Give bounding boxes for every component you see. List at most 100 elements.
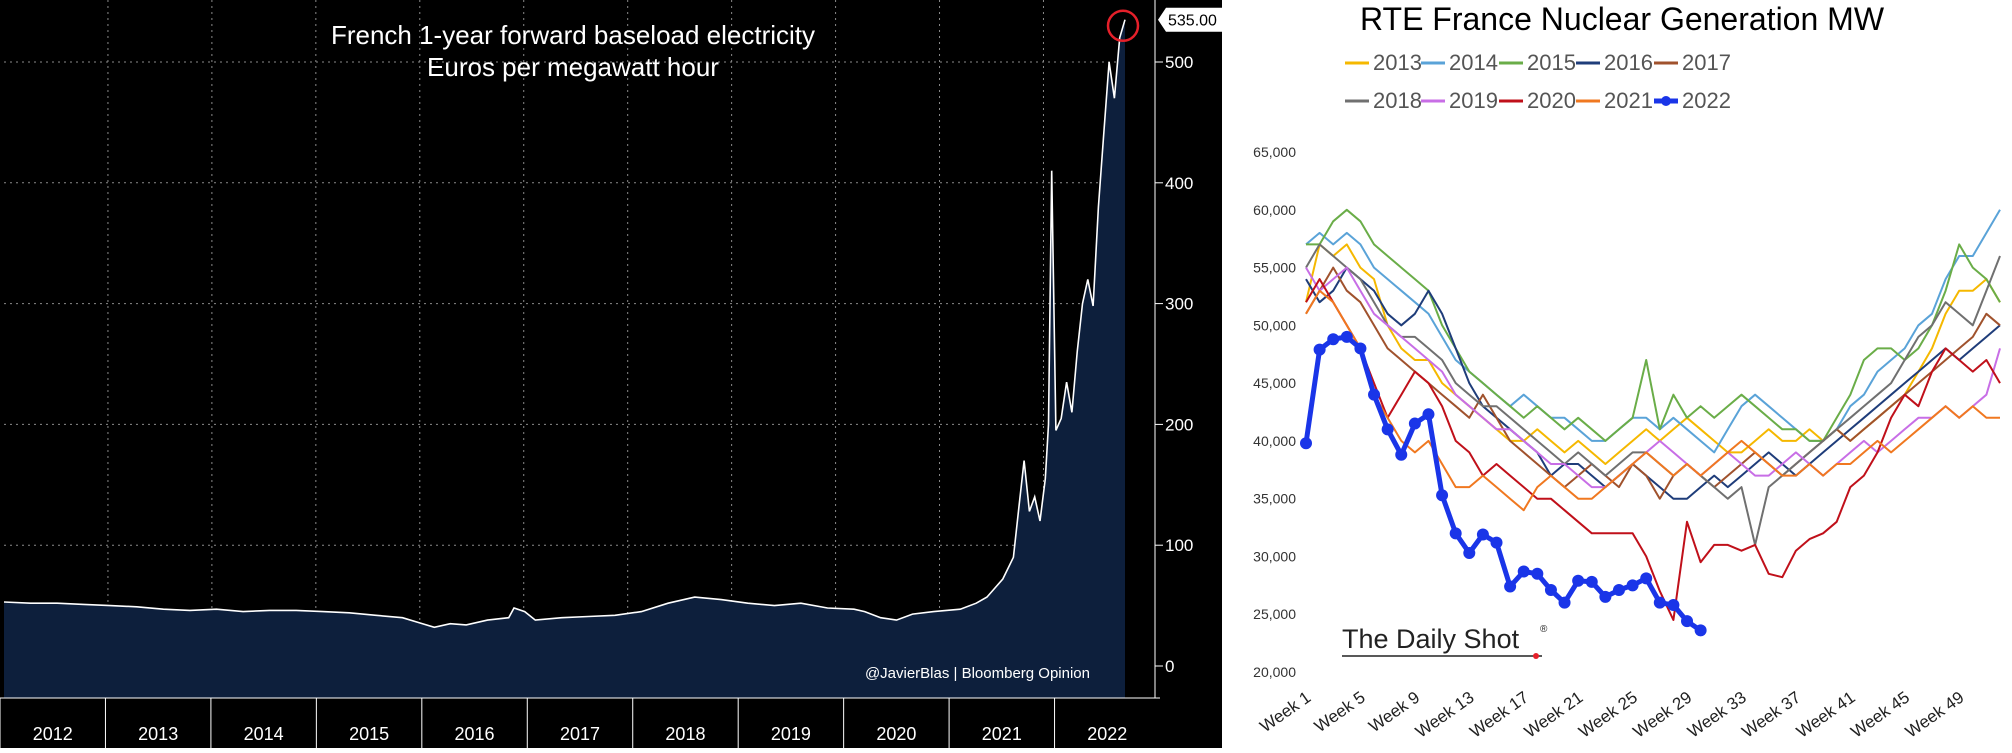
registered-mark: ® bbox=[1540, 624, 1548, 635]
x-tick-label: Week 41 bbox=[1793, 688, 1859, 742]
data-point-2022 bbox=[1694, 624, 1707, 637]
y-tick-label: 50,000 bbox=[1253, 317, 1296, 333]
data-point-2022 bbox=[1300, 437, 1312, 450]
price-area bbox=[4, 19, 1125, 698]
x-tick-label: 2017 bbox=[560, 724, 600, 744]
watermark: The Daily Shot bbox=[1342, 624, 1520, 654]
x-tick-label: 2012 bbox=[33, 724, 73, 744]
data-point-2022 bbox=[1463, 546, 1476, 559]
data-point-2022 bbox=[1585, 575, 1598, 588]
x-tick-label: 2021 bbox=[982, 724, 1022, 744]
y-tick-label: 60,000 bbox=[1253, 202, 1296, 218]
chart-title: RTE France Nuclear Generation MW bbox=[1360, 1, 1885, 37]
x-tick-label: 2019 bbox=[771, 724, 811, 744]
y-tick-label: 400 bbox=[1165, 174, 1193, 193]
legend-label: 2015 bbox=[1527, 50, 1576, 75]
data-point-2022 bbox=[1354, 342, 1367, 355]
y-tick-label: 65,000 bbox=[1253, 144, 1296, 160]
x-tick-label: Week 33 bbox=[1684, 688, 1750, 742]
legend-marker bbox=[1661, 96, 1671, 106]
right-chart-panel: RTE France Nuclear Generation MW 2013 2014… bbox=[1222, 0, 2012, 748]
legend-label: 2016 bbox=[1604, 50, 1653, 75]
x-tick-label: Week 25 bbox=[1575, 688, 1641, 742]
data-point-2022 bbox=[1517, 565, 1530, 578]
chart-title: French 1-year forward baseload electrici… bbox=[331, 20, 815, 50]
x-tick-label: 2014 bbox=[244, 724, 284, 744]
x-tick-label: Week 45 bbox=[1847, 688, 1913, 742]
price-line bbox=[3, 19, 1126, 629]
y-tick-label: 0 bbox=[1165, 657, 1174, 676]
y-tick-label: 20,000 bbox=[1253, 664, 1296, 680]
x-tick-label: 2022 bbox=[1087, 724, 1127, 744]
data-point-2022 bbox=[1436, 489, 1449, 502]
data-point-2022 bbox=[1327, 333, 1340, 346]
y-tick-label: 35,000 bbox=[1253, 491, 1296, 507]
x-tick-label: Week 13 bbox=[1412, 688, 1478, 742]
x-tick-label: 2018 bbox=[665, 724, 705, 744]
y-tick-label: 500 bbox=[1165, 53, 1193, 72]
data-point-2022 bbox=[1381, 423, 1394, 436]
legend-label: 2017 bbox=[1682, 50, 1731, 75]
y-tick-label: 40,000 bbox=[1253, 433, 1296, 449]
last-value-label: 535.00 bbox=[1168, 13, 1217, 30]
data-point-2022 bbox=[1599, 590, 1612, 603]
data-point-2022 bbox=[1408, 417, 1421, 430]
watermark-dot bbox=[1533, 653, 1539, 659]
highlight-circle bbox=[1106, 9, 1140, 42]
data-point-2022 bbox=[1395, 448, 1408, 461]
data-point-2022 bbox=[1490, 536, 1503, 549]
legend-label: 2013 bbox=[1373, 50, 1422, 75]
electricity-price-chart: 0 100 200 300 400 500 535.00 French 1-year forw… bbox=[0, 0, 1222, 748]
data-point-2022 bbox=[1422, 408, 1435, 421]
y-tick-label: 55,000 bbox=[1253, 260, 1296, 276]
data-point-2022 bbox=[1531, 567, 1544, 580]
data-point-2022 bbox=[1612, 583, 1625, 596]
nuclear-generation-chart: RTE France Nuclear Generation MW 2013 2014… bbox=[1253, 1, 2001, 742]
plot-area bbox=[4, 0, 1125, 698]
data-point-2022 bbox=[1449, 527, 1462, 540]
data-point-2022 bbox=[1544, 583, 1557, 596]
chart-subtitle: Euros per megawatt hour bbox=[427, 52, 719, 82]
series-line-2021 bbox=[1305, 289, 2000, 512]
data-point-2022 bbox=[1476, 528, 1489, 541]
y-tick-label: 300 bbox=[1165, 295, 1193, 314]
data-point-2022 bbox=[1626, 579, 1639, 592]
x-tick-label: 2015 bbox=[349, 724, 389, 744]
data-point-2022 bbox=[1368, 388, 1381, 401]
x-tick-label: Week 49 bbox=[1902, 688, 1968, 742]
data-point-2022 bbox=[1681, 615, 1694, 628]
legend-label: 2021 bbox=[1604, 88, 1653, 113]
data-point-2022 bbox=[1572, 574, 1585, 587]
series-line-2017 bbox=[1305, 266, 2001, 500]
data-point-2022 bbox=[1640, 572, 1653, 585]
data-point-2022 bbox=[1558, 596, 1571, 609]
data-point-2022 bbox=[1653, 596, 1666, 609]
data-point-2022 bbox=[1504, 580, 1517, 593]
x-axis-bar bbox=[0, 698, 1160, 748]
series-line-2019 bbox=[1305, 266, 2001, 489]
legend-label: 2014 bbox=[1449, 50, 1498, 75]
y-tick-label: 25,000 bbox=[1253, 606, 1296, 622]
last-value-tag bbox=[1158, 7, 1222, 32]
x-tick-label: Week 21 bbox=[1521, 688, 1587, 742]
series-line-2015 bbox=[1306, 208, 2001, 442]
x-tick-label: Week 1 bbox=[1256, 688, 1314, 736]
x-tick-label: 2020 bbox=[876, 724, 916, 744]
left-chart-panel: 0 100 200 300 400 500 535.00 French 1-year forw… bbox=[0, 0, 1222, 748]
watermark: @JavierBlas | Bloomberg Opinion bbox=[865, 665, 1090, 682]
series-line-2020 bbox=[1305, 278, 2001, 621]
x-tick-label: Week 29 bbox=[1630, 688, 1696, 742]
x-tick-label: Week 17 bbox=[1466, 688, 1532, 742]
data-point-2022 bbox=[1340, 330, 1353, 343]
y-tick-label: 30,000 bbox=[1253, 548, 1296, 564]
data-point-2022 bbox=[1667, 598, 1680, 611]
series-line-2016 bbox=[1305, 266, 2001, 500]
legend-label: 2020 bbox=[1527, 88, 1576, 113]
legend-label: 2019 bbox=[1449, 88, 1498, 113]
y-tick-label: 45,000 bbox=[1253, 375, 1296, 391]
x-tick-label: Week 37 bbox=[1739, 688, 1805, 742]
y-tick-label: 100 bbox=[1165, 536, 1193, 555]
x-tick-label: 2013 bbox=[138, 724, 178, 744]
x-tick-label: Week 5 bbox=[1311, 688, 1369, 736]
x-tick-label: 2016 bbox=[455, 724, 495, 744]
